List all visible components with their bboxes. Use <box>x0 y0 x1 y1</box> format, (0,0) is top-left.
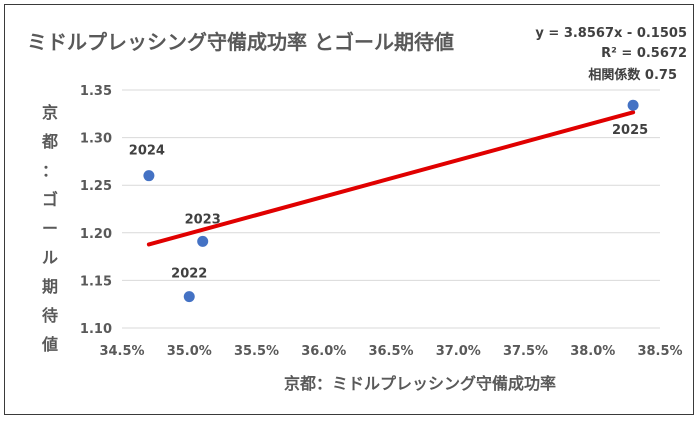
y-axis-title-char: ： <box>42 161 58 180</box>
y-tick-label: 1.20 <box>80 227 112 242</box>
gridlines <box>122 89 660 329</box>
trendline-group <box>146 110 636 247</box>
y-axis-title-char: ー <box>42 219 58 238</box>
data-point-2022 <box>183 291 195 303</box>
x-tick-label: 37.0% <box>436 344 481 359</box>
x-tick-label: 38.0% <box>570 344 615 359</box>
x-tick-label: 34.5% <box>99 344 144 359</box>
x-tick-label: 36.0% <box>301 344 346 359</box>
chart-frame: ミドルプレッシング守備成功率 とゴール期待値 1.10 1.15 1.20 1.25 1… <box>4 4 694 415</box>
point-label-2023: 2023 <box>185 212 221 227</box>
y-axis-ticks: 1.10 1.15 1.20 1.25 1.30 1.35 <box>80 84 112 337</box>
data-point-2023 <box>197 235 209 247</box>
y-axis-title-char: 値 <box>41 335 58 354</box>
y-tick-label: 1.30 <box>80 132 112 147</box>
x-tick-label: 37.5% <box>503 344 548 359</box>
y-tick-label: 1.15 <box>80 274 112 289</box>
y-axis-title: 京都 ： ゴール期待値 <box>41 103 58 354</box>
x-tick-label: 38.5% <box>637 344 682 359</box>
point-label-2024: 2024 <box>129 144 165 159</box>
x-tick-label: 35.5% <box>234 344 279 359</box>
points-group <box>143 99 639 303</box>
data-point-2024 <box>143 170 155 182</box>
trendline <box>146 110 636 247</box>
y-axis-title-char: ゴ <box>42 190 58 209</box>
x-axis-title: 京都：ミドルプレッシング守備成功率 <box>284 374 556 393</box>
y-tick-label: 1.10 <box>80 322 112 337</box>
y-tick-label: 1.25 <box>80 179 112 194</box>
x-tick-label: 36.5% <box>368 344 413 359</box>
y-axis-title-char: 都 <box>41 132 58 151</box>
scatter-chart: ミドルプレッシング守備成功率 とゴール期待値 1.101.151.201.251… <box>27 26 687 393</box>
point-labels: 2024 2023 2022 2025 <box>129 123 648 281</box>
y-axis-title-char: ル <box>42 248 58 267</box>
y-tick-label: 1.35 <box>80 84 112 99</box>
trend-r-squared: R² = 0.5672 <box>601 46 687 61</box>
point-label-2025: 2025 <box>612 123 648 138</box>
trend-equation: y = 3.8567x - 0.1505 <box>535 26 687 41</box>
y-axis-title-char: 待 <box>42 306 58 325</box>
trend-correlation: 相関係数 0.75 <box>588 67 677 83</box>
chart-title: ミドルプレッシング守備成功率 とゴール期待値 <box>27 30 454 54</box>
x-axis-ticks: 34.5% 35.0% 35.5% 36.0% 36.5% 37.0% 37.5% 38.0%… <box>99 344 682 359</box>
y-axis-title-char: 期 <box>42 277 58 296</box>
data-point-2025 <box>627 99 639 111</box>
x-tick-label: 35.0% <box>167 344 212 359</box>
point-label-2022: 2022 <box>171 267 207 282</box>
y-axis-title-char: 京 <box>42 103 58 122</box>
